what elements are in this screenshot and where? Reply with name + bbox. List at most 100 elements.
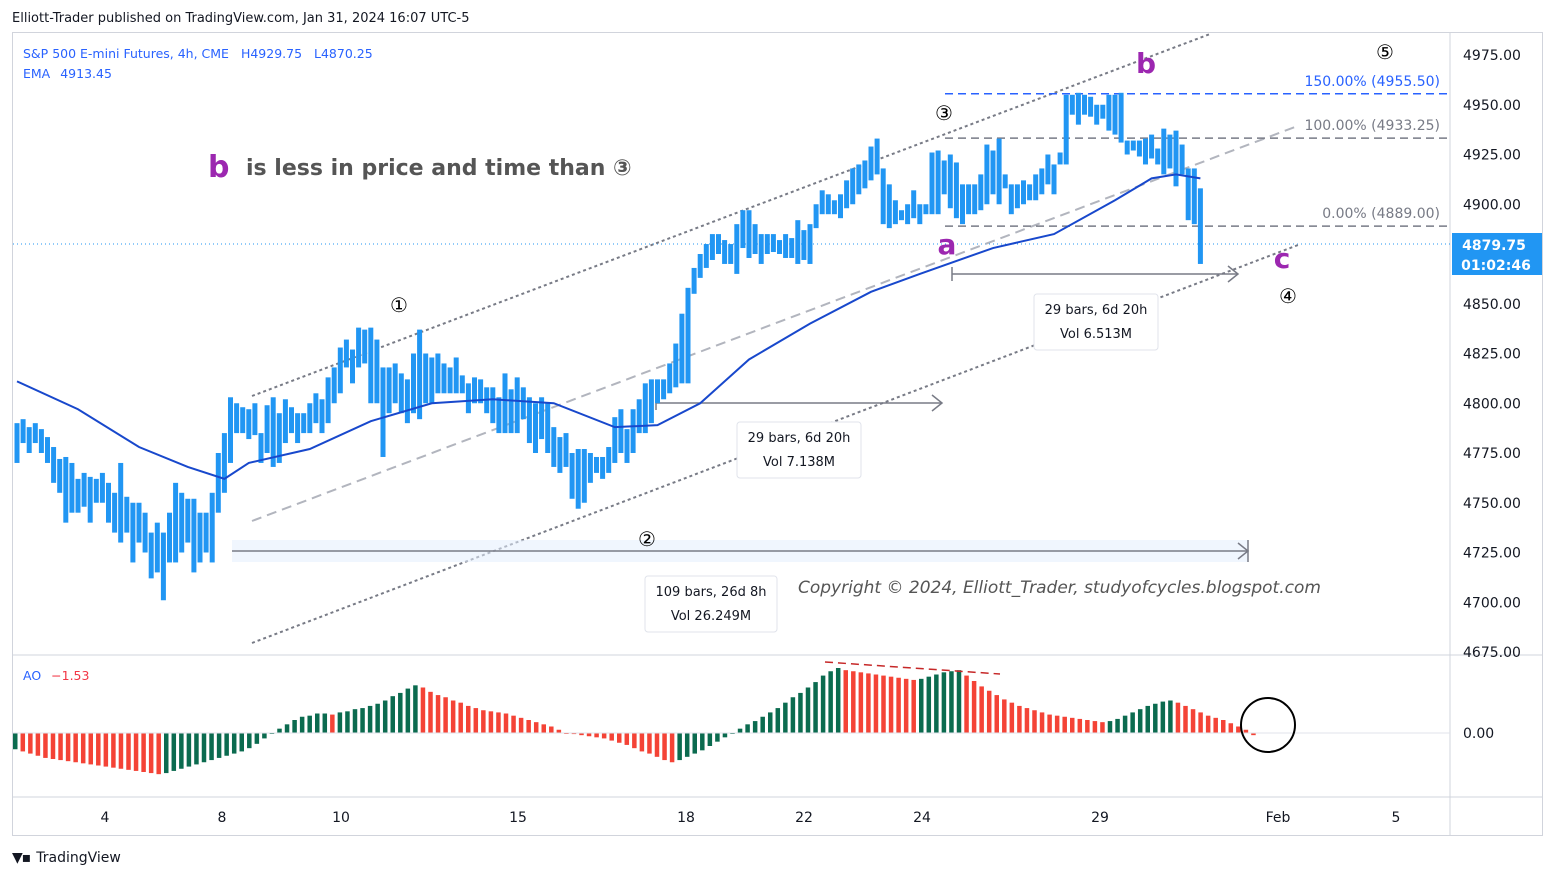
price-bar (661, 379, 667, 400)
price-bar (1069, 94, 1075, 115)
ao-bar (375, 703, 380, 733)
tradingview-brand[interactable]: ▼▪ TradingView (12, 850, 121, 866)
y-axis-tick-label: 4825.00 (1463, 347, 1521, 363)
ao-bar (654, 733, 660, 757)
ao-bar (624, 733, 630, 745)
symbol-legend[interactable]: S&P 500 E-mini Futures, 4h, CME H4929.75… (23, 46, 373, 61)
price-bar (563, 433, 569, 467)
ao-bar (367, 705, 373, 733)
price-bar (1088, 96, 1094, 117)
price-bar (167, 512, 172, 563)
price-bar (118, 462, 124, 543)
ao-bar (450, 700, 456, 733)
wave-1-label: ① (390, 293, 408, 317)
price-bar (331, 367, 337, 404)
price-bar (825, 194, 831, 215)
price-bar (508, 389, 514, 434)
ao-bar (35, 733, 41, 756)
ao-bar (1145, 705, 1150, 733)
y-axis-tick-label: 4925.00 (1463, 148, 1521, 164)
measure-box-2: 29 bars, 6d 20h Vol 6.513M (1033, 293, 1159, 351)
price-bar (831, 200, 837, 215)
ao-bar (881, 675, 886, 733)
price-bar (1155, 148, 1161, 165)
ao-bar (1130, 712, 1135, 733)
ao-bar (201, 733, 207, 763)
ao-bar (28, 733, 33, 754)
ao-bar (13, 733, 18, 750)
ao-bar (715, 733, 720, 742)
ao-bar (1062, 716, 1067, 733)
y-axis-tick-label: 4900.00 (1463, 197, 1521, 213)
ao-bar (896, 677, 901, 733)
wave-3-label: ③ (935, 101, 953, 125)
price-bar (106, 482, 111, 523)
price-bar (325, 377, 331, 424)
ao-bar (737, 728, 743, 733)
ao-bar (50, 733, 56, 759)
price-bar (892, 200, 898, 225)
price-bar (295, 413, 301, 444)
price-bar (185, 498, 191, 543)
price-bar (642, 383, 648, 434)
price-bar (276, 413, 282, 463)
price-bar (612, 417, 618, 463)
measure-2-line1: 29 bars, 6d 20h (1045, 303, 1148, 318)
price-bar (1106, 94, 1112, 131)
ao-bar (111, 733, 116, 768)
price-bar (1130, 140, 1136, 151)
price-bar (551, 427, 557, 467)
ao-bar (1115, 718, 1120, 733)
price-bar (301, 413, 307, 434)
x-axis-tick-label: 15 (509, 810, 527, 826)
ao-bar (1175, 702, 1181, 733)
ao-bar (1085, 720, 1090, 733)
price-bar (935, 150, 941, 215)
wave-5-label: ⑤ (1376, 40, 1394, 64)
price-bar (862, 160, 868, 189)
price-bar (20, 419, 26, 444)
price-bar (899, 210, 904, 221)
wave-4-label: ④ (1279, 284, 1297, 308)
price-bar (404, 379, 410, 424)
price-bar (252, 403, 258, 436)
price-bar (722, 240, 728, 264)
low-value: L4870.25 (314, 46, 373, 61)
price-bar (697, 254, 703, 278)
ao-bar (919, 678, 924, 733)
ao-bar (805, 687, 811, 733)
price-bar (539, 397, 545, 440)
ao-bar (239, 733, 244, 752)
price-bar (356, 327, 362, 368)
ao-bar (126, 733, 131, 770)
price-bar (1045, 154, 1051, 185)
ao-bar (398, 692, 403, 733)
price-bar (587, 453, 593, 483)
price-bar (99, 472, 105, 503)
annotation-letter: b (208, 150, 229, 185)
price-bar (960, 184, 965, 225)
price-bar (1185, 168, 1191, 221)
price-bar (868, 146, 874, 181)
x-axis-tick-label: 5 (1392, 810, 1401, 826)
ao-bar (964, 675, 969, 733)
ao-bar (20, 733, 26, 752)
ao-bar (88, 733, 93, 765)
ao-bar (541, 724, 546, 733)
price-bar (618, 409, 624, 453)
price-bar (270, 397, 276, 467)
ema-label: EMA (23, 66, 51, 81)
price-bar (75, 478, 81, 513)
price-bar (600, 456, 606, 479)
ao-bar (1024, 708, 1030, 733)
price-bar (545, 403, 551, 453)
price-bar (606, 447, 612, 473)
ema-legend[interactable]: EMA 4913.45 (23, 66, 112, 81)
ao-legend[interactable]: AO −1.53 (23, 668, 89, 683)
ao-bar (1002, 699, 1007, 733)
ao-bar (1251, 733, 1256, 736)
ao-bar (360, 708, 365, 733)
price-bar (667, 363, 673, 394)
ao-bar (518, 717, 524, 733)
